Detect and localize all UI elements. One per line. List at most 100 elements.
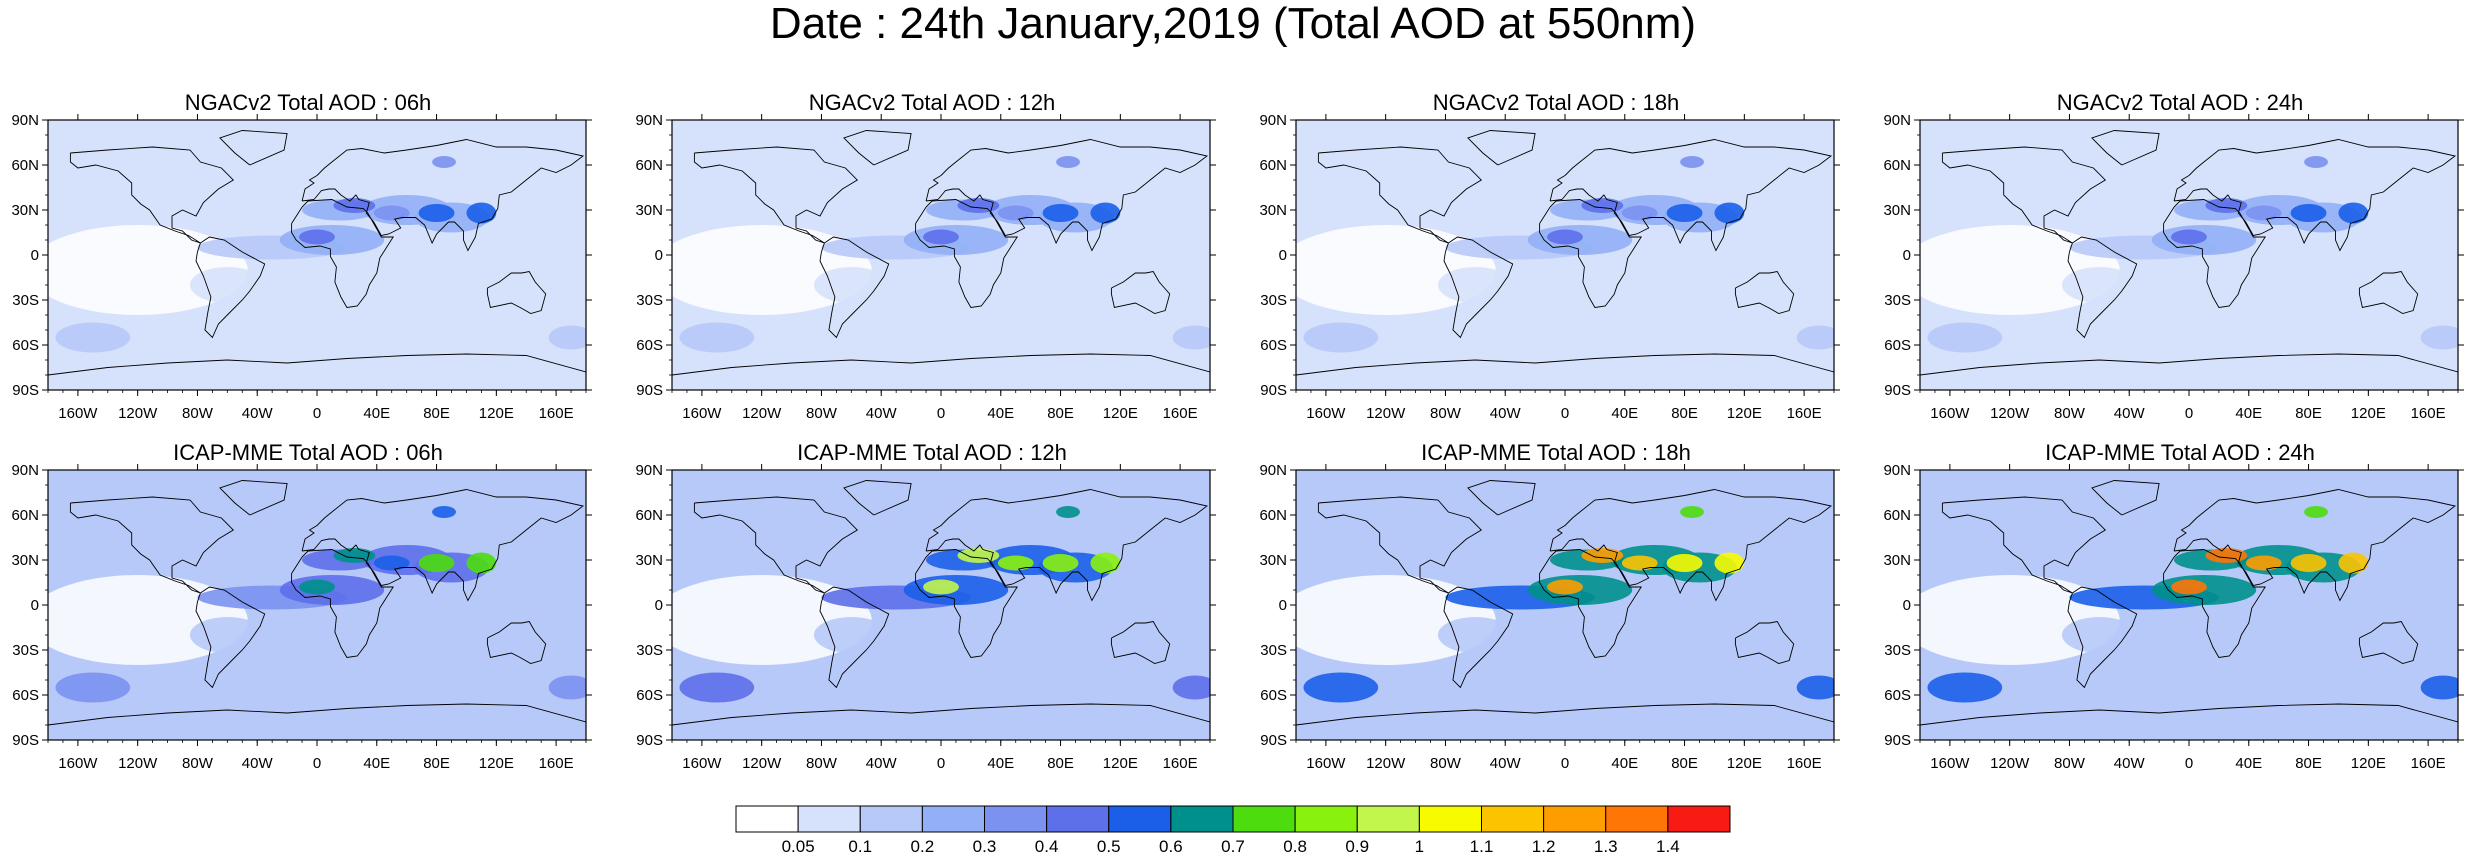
coastline — [2067, 236, 2138, 339]
coastline — [925, 139, 1209, 252]
colorbar-label: 1.1 — [1470, 837, 1494, 856]
lon-tick-label: 120W — [742, 405, 782, 422]
coastline — [1296, 703, 1834, 726]
lat-tick-label: 30N — [1259, 552, 1287, 569]
aod-region — [1090, 552, 1121, 574]
aod-region — [1927, 672, 2003, 703]
aod-region — [511, 255, 586, 285]
lon-tick-label: 80E — [423, 755, 450, 772]
aod-region — [1714, 552, 1745, 574]
aod-region — [997, 205, 1034, 221]
aod-region — [2061, 267, 2137, 303]
lon-tick-label: 80E — [423, 405, 450, 422]
aod-region — [679, 672, 755, 703]
colorbar-label: 1 — [1415, 837, 1424, 856]
lon-tick-label: 160W — [58, 755, 98, 772]
lat-tick-label: 0 — [31, 247, 39, 264]
lon-tick-label: 40E — [987, 405, 1014, 422]
lon-tick-label: 80W — [182, 755, 214, 772]
colorbar-label: 0.8 — [1283, 837, 1307, 856]
aod-region — [1423, 530, 1588, 560]
lat-tick-label: 90N — [1883, 462, 1911, 479]
lat-tick-label: 0 — [1279, 247, 1287, 264]
coastline — [2173, 489, 2457, 602]
lat-tick-label: 30N — [635, 202, 663, 219]
aod-region — [1437, 617, 1513, 653]
aod-region — [421, 675, 542, 700]
aod-region — [672, 166, 822, 209]
aod-region — [48, 516, 198, 559]
lon-tick-label: 0 — [313, 755, 321, 772]
aod-region — [2245, 555, 2282, 571]
aod-region — [2383, 255, 2458, 285]
lon-tick-label: 120W — [742, 755, 782, 772]
aod-region — [1547, 579, 1583, 595]
map-panel-icap-mme-06h: ICAP-MME Total AOD : 06h 90N 60N 30N 0 30S 60… — [8, 440, 608, 790]
aod-region — [2218, 612, 2339, 643]
panel-title: NGACv2 Total AOD : 24h — [2056, 90, 2304, 115]
coastline — [2358, 620, 2419, 664]
lat-tick-label: 90S — [636, 382, 663, 399]
colorbar-swatch — [1046, 805, 1110, 833]
colorbar-label: 0.9 — [1345, 837, 1369, 856]
aod-region — [1796, 675, 1834, 700]
lon-tick-label: 40W — [866, 755, 898, 772]
lon-tick-label: 80E — [1047, 755, 1074, 772]
lon-tick-label: 80W — [1430, 755, 1462, 772]
colorbar-swatch — [735, 805, 799, 833]
colorbar-swatch — [1543, 805, 1607, 833]
lat-tick-label: 0 — [31, 597, 39, 614]
colorbar-label: 0.1 — [848, 837, 872, 856]
colorbar-label: 0.4 — [1035, 837, 1059, 856]
aod-map: 90N 60N 30N 0 30S 60S 90S 160W 120W 80W 40W 0 40E 80E… — [635, 462, 1216, 772]
aod-region — [672, 708, 1210, 727]
lon-tick-label: 160W — [1306, 755, 1346, 772]
aod-map: 90N 60N 30N 0 30S 60S 90S 160W 120W 80W 40W 0 40E 80E… — [11, 112, 592, 422]
aod-region — [2047, 530, 2212, 560]
coastline — [1734, 620, 1795, 664]
aod-region — [2304, 506, 2328, 518]
aod-field — [672, 479, 1210, 727]
lat-tick-label: 60S — [636, 687, 663, 704]
lat-tick-label: 60S — [1260, 687, 1287, 704]
aod-field — [1920, 129, 2458, 377]
lon-tick-label: 120W — [1366, 755, 1406, 772]
aod-map: 90N 60N 30N 0 30S 60S 90S 160W 120W 80W 40W 0 40E 80E… — [1883, 112, 2464, 422]
lat-tick-label: 0 — [655, 247, 663, 264]
aod-region — [1669, 675, 1790, 700]
colorbar-label: 0.6 — [1159, 837, 1183, 856]
lon-tick-label: 40W — [866, 405, 898, 422]
aod-region — [1920, 479, 2458, 497]
colorbar-label: 1.3 — [1594, 837, 1618, 856]
coastline — [291, 199, 395, 308]
lat-tick-label: 90N — [1259, 462, 1287, 479]
aod-region — [1581, 198, 1624, 213]
colorbar-swatch — [984, 805, 1048, 833]
aod-region — [1056, 506, 1080, 518]
aod-region — [1437, 267, 1513, 303]
coastline — [1549, 489, 1833, 602]
aod-region — [418, 204, 455, 222]
lat-tick-label: 90S — [1884, 732, 1911, 749]
aod-field — [48, 129, 586, 377]
lon-tick-label: 40W — [2114, 755, 2146, 772]
aod-region — [813, 267, 889, 303]
colorbar-label: 0.2 — [911, 837, 935, 856]
aod-region — [672, 358, 1210, 377]
aod-region — [1759, 605, 1834, 635]
lat-tick-label: 30N — [11, 552, 39, 569]
aod-region — [2171, 579, 2207, 595]
aod-region — [672, 479, 1210, 497]
lon-tick-label: 40W — [1490, 405, 1522, 422]
aod-map: 90N 60N 30N 0 30S 60S 90S 160W 120W 80W 40W 0 40E 80E… — [1883, 462, 2464, 772]
lon-tick-label: 80W — [182, 405, 214, 422]
aod-region — [1042, 204, 1079, 222]
lon-tick-label: 0 — [1561, 755, 1569, 772]
lat-tick-label: 90S — [1260, 382, 1287, 399]
aod-region — [1135, 605, 1210, 635]
coastline — [1734, 270, 1795, 314]
lon-tick-label: 160E — [1163, 755, 1198, 772]
aod-region — [2144, 322, 2294, 353]
coastline — [1539, 549, 1643, 658]
lon-tick-label: 120W — [118, 405, 158, 422]
